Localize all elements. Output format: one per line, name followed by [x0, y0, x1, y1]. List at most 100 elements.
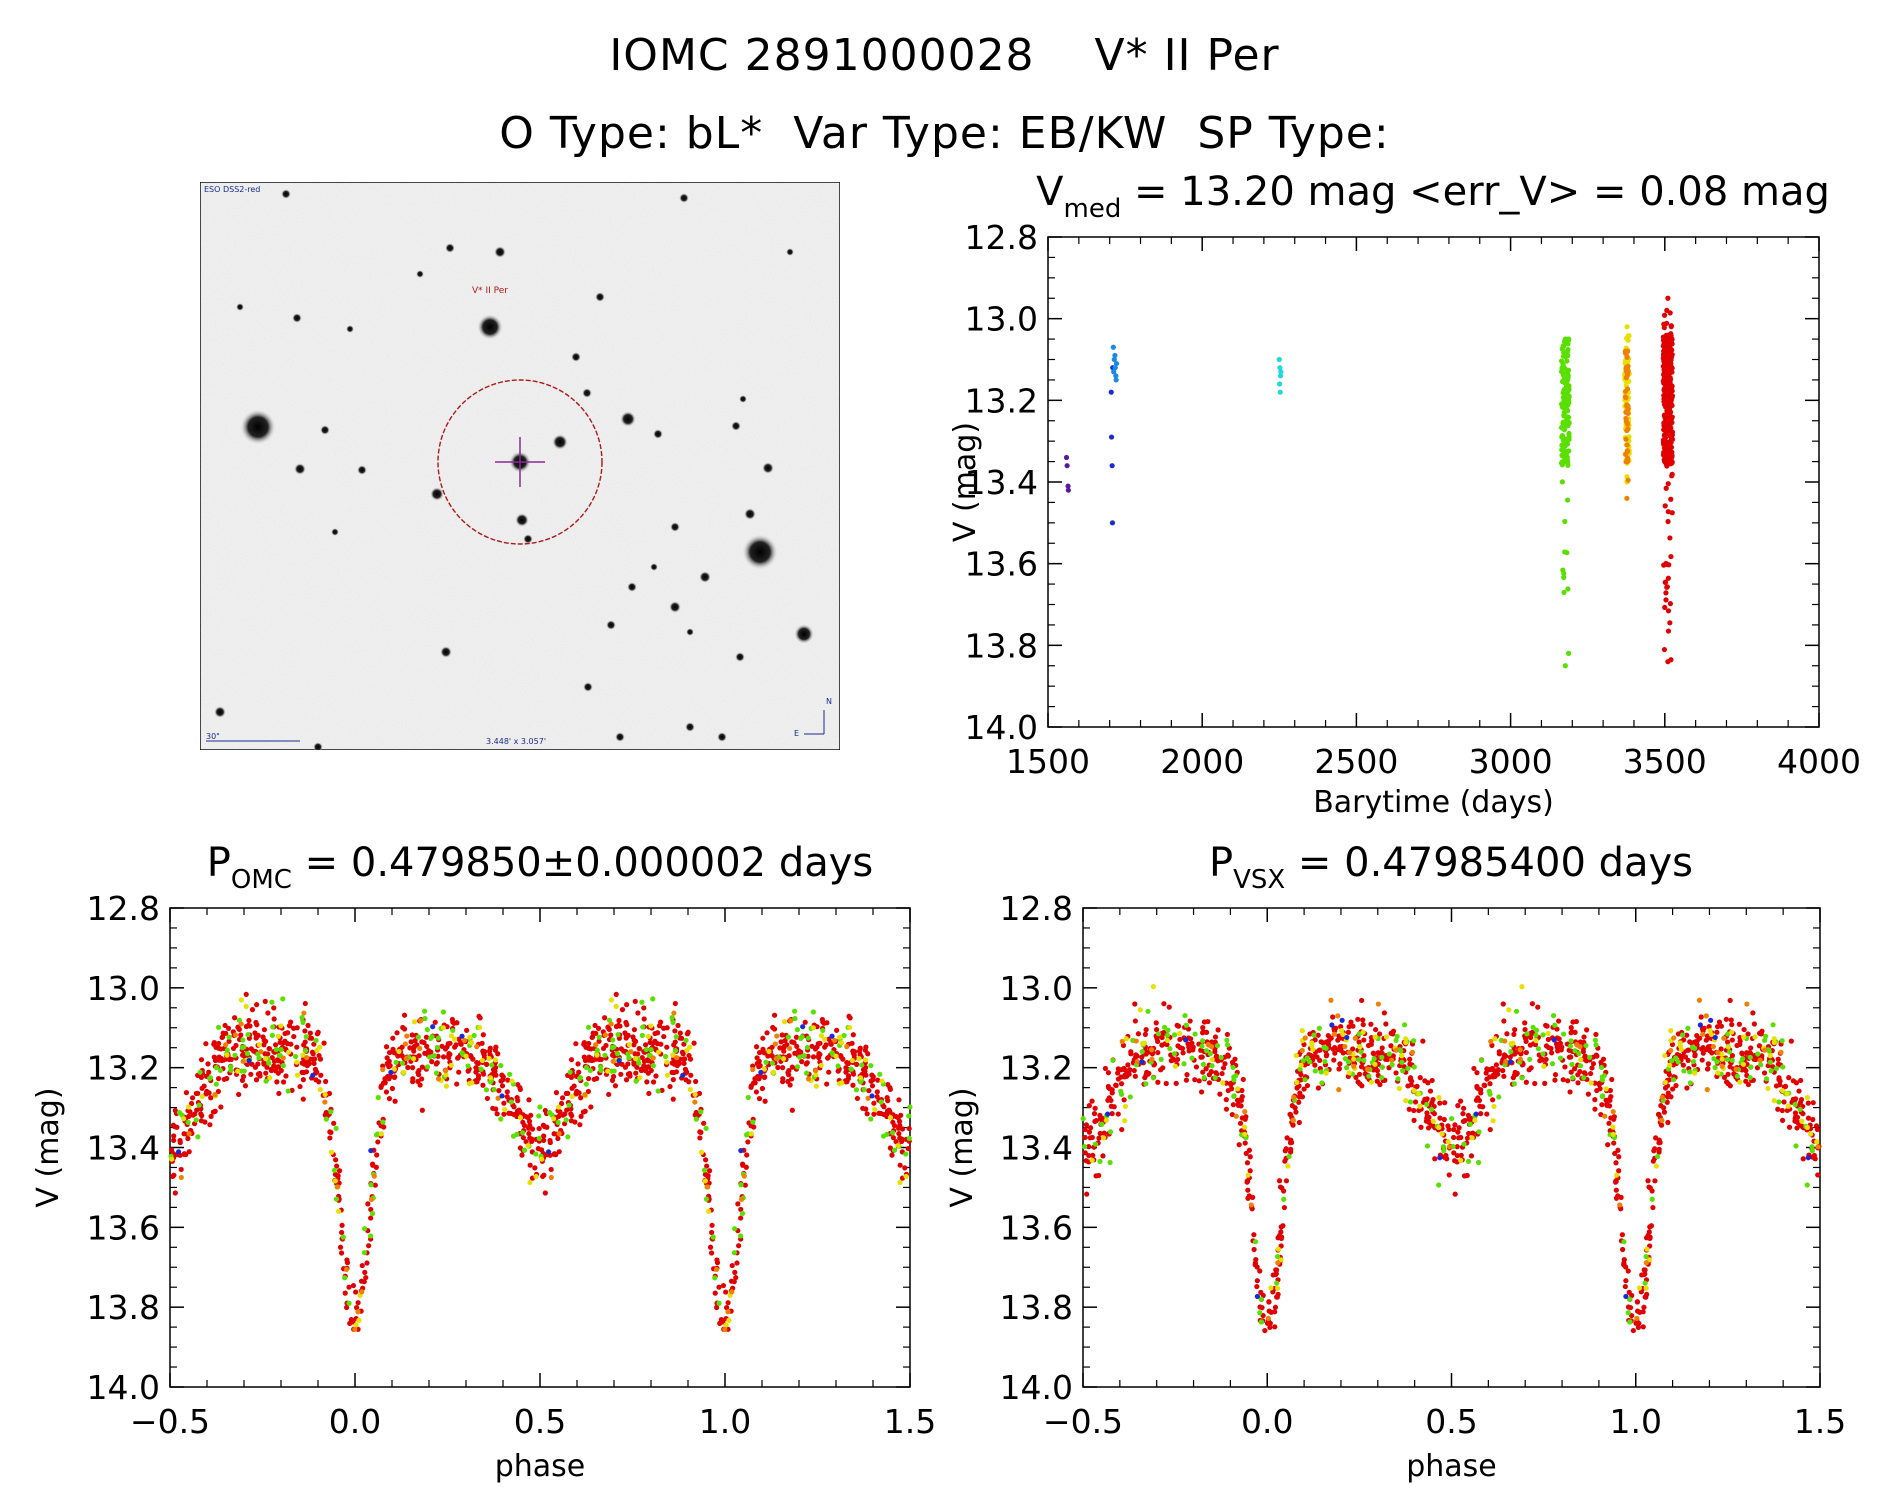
data-point: [853, 1087, 860, 1093]
data-point: [907, 1104, 913, 1110]
data-point: [171, 1137, 177, 1143]
data-point: [1627, 1296, 1633, 1302]
data-point: [1669, 510, 1675, 516]
data-point: [897, 1162, 903, 1168]
star: [214, 706, 226, 718]
data-point: [1283, 1146, 1289, 1152]
data-point: [1454, 1152, 1460, 1159]
data-point: [829, 1033, 835, 1039]
data-point: [780, 1065, 786, 1071]
data-point: [1665, 363, 1671, 369]
star: [717, 732, 727, 742]
data-point: [1149, 1051, 1156, 1057]
data-point: [1500, 1001, 1506, 1007]
data-point: [1804, 1182, 1810, 1188]
data-point: [1101, 1130, 1107, 1136]
data-point: [672, 1047, 679, 1054]
data-point: [1277, 389, 1283, 395]
data-point: [1429, 1106, 1435, 1113]
data-point: [1785, 1103, 1791, 1109]
data-point: [1673, 1055, 1679, 1061]
data-point: [375, 1094, 381, 1101]
data-point: [1359, 1083, 1365, 1089]
data-point: [569, 1085, 575, 1091]
data-point: [1429, 1077, 1435, 1084]
compass-icon: N E: [794, 697, 832, 738]
data-point: [368, 1206, 374, 1213]
data-point: [307, 1030, 313, 1036]
data-point: [1676, 1052, 1682, 1059]
data-point: [368, 1233, 374, 1239]
data-point: [628, 1049, 634, 1055]
data-point: [1558, 358, 1565, 364]
data-point: [1133, 1038, 1139, 1044]
data-point: [1482, 1082, 1488, 1089]
data-point: [1669, 369, 1675, 375]
data-point: [369, 1210, 376, 1217]
data-point: [1346, 1070, 1352, 1076]
data-point: [507, 1071, 513, 1077]
data-point: [633, 1070, 639, 1076]
data-point: [1507, 1054, 1513, 1060]
data-point: [770, 1069, 777, 1075]
star: [595, 292, 605, 302]
data-point: [1250, 1194, 1256, 1200]
data-point: [650, 1063, 656, 1069]
data-point: [664, 1025, 670, 1031]
data-point: [366, 1243, 372, 1249]
data-point: [1145, 1008, 1151, 1014]
data-point: [559, 1095, 566, 1101]
data-point: [323, 1116, 329, 1122]
data-point: [805, 1035, 812, 1041]
data-point: [742, 1182, 748, 1188]
data-point: [514, 1131, 520, 1137]
data-point: [302, 1000, 308, 1007]
data-point: [857, 1075, 864, 1081]
data-point: [1642, 1267, 1648, 1273]
data-point: [242, 1083, 249, 1089]
data-point: [1360, 1017, 1366, 1023]
data-point: [800, 1024, 806, 1030]
data-point: [1286, 1153, 1292, 1160]
data-point: [1668, 416, 1675, 422]
x-tick-label: 3000: [1469, 742, 1553, 781]
data-point: [1086, 1152, 1092, 1159]
data-point: [222, 1022, 228, 1029]
data-point: [1302, 1077, 1308, 1083]
data-points: [1063, 295, 1676, 669]
data-point: [1361, 1052, 1367, 1059]
data-point: [541, 1137, 547, 1143]
data-point: [1792, 1096, 1799, 1102]
data-point: [726, 1317, 732, 1323]
data-point: [789, 1064, 795, 1070]
data-point: [499, 1093, 505, 1099]
lightcurve-plot: 1500 2000 2500 3000 3500 400012.813.013.213.4…: [948, 169, 1861, 820]
data-point: [1665, 295, 1671, 301]
data-point: [280, 1063, 286, 1069]
data-point: [1480, 1104, 1486, 1110]
data-point: [887, 1145, 893, 1151]
data-point: [430, 1024, 436, 1030]
data-point: [368, 1182, 374, 1188]
data-point: [555, 1135, 561, 1142]
data-point: [1277, 365, 1283, 371]
data-point: [1444, 1156, 1450, 1162]
data-point: [1670, 1077, 1677, 1083]
data-point: [1466, 1130, 1472, 1137]
data-point: [1570, 1075, 1576, 1081]
data-point: [714, 1260, 721, 1266]
data-point: [1160, 1065, 1166, 1071]
data-point: [254, 1002, 260, 1008]
data-point: [533, 1173, 539, 1180]
data-point: [526, 1130, 532, 1137]
data-point: [1665, 1090, 1671, 1096]
data-point: [1134, 1059, 1140, 1065]
data-point: [1623, 1278, 1629, 1284]
data-point: [801, 1052, 807, 1059]
data-point: [602, 1052, 608, 1058]
data-point: [1758, 1062, 1764, 1068]
data-point: [1668, 444, 1675, 450]
data-point: [1522, 1027, 1528, 1033]
data-point: [556, 1113, 562, 1120]
data-point: [671, 1010, 677, 1016]
